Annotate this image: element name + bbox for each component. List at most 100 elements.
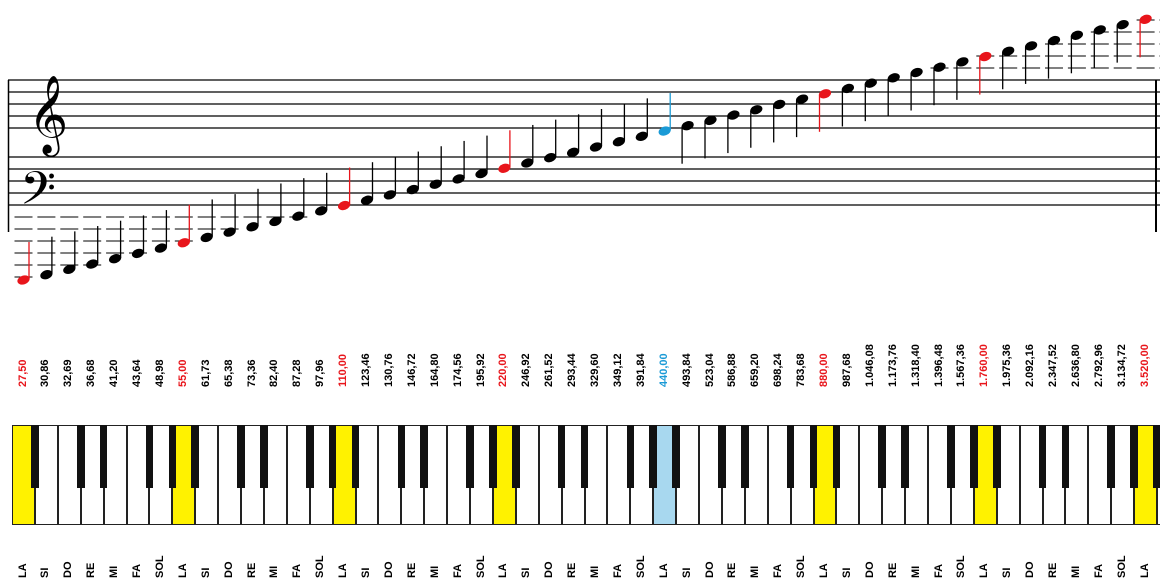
note-name-label: MI (589, 533, 603, 580)
note-name: RE (405, 562, 418, 578)
note-head (933, 62, 946, 72)
note-name: SI (840, 567, 853, 578)
frequency-value: 146,72 (405, 353, 418, 387)
note-name-label: SI (360, 533, 374, 580)
frequency-value: 87,28 (291, 359, 304, 387)
note-name: DO (543, 561, 556, 579)
frequency-label: 130,76 (383, 305, 397, 395)
frequency-value: 2.792,96 (1092, 344, 1105, 387)
frequency-value: 73,36 (245, 359, 258, 387)
note-name: LA (978, 563, 991, 578)
note-name: LA (657, 563, 670, 578)
frequency-label: 123,46 (360, 305, 374, 395)
black-key (397, 425, 406, 488)
frequency-value: 48,98 (153, 359, 166, 387)
black-key (31, 425, 39, 488)
frequency-value: 1.975,36 (1001, 344, 1014, 387)
note-head (566, 147, 580, 157)
note-name-label: FA (131, 533, 145, 580)
note-name: DO (62, 561, 75, 579)
black-key (786, 425, 795, 488)
frequency-label: 391,84 (635, 305, 649, 395)
note-name-label: MI (108, 533, 122, 580)
black-key (168, 425, 177, 488)
frequency-label: 2.092,16 (1024, 305, 1038, 395)
frequency-label: 1.173,76 (887, 305, 901, 395)
frequency-value: 164,80 (428, 353, 441, 387)
frequency-label: 1.760,00 (978, 305, 992, 395)
frequency-value: 30,86 (39, 359, 52, 387)
frequency-value: 493,84 (680, 353, 693, 387)
note-name-label: FA (291, 533, 305, 580)
note-name-label: FA (612, 533, 626, 580)
note-name: SI (1001, 567, 1014, 578)
frequency-label: 146,72 (406, 305, 420, 395)
note-name: SOL (153, 555, 166, 578)
black-key (809, 425, 818, 488)
note-name: LA (1138, 563, 1151, 578)
note-name-label: SI (1001, 533, 1015, 580)
note-name-label: FA (452, 533, 466, 580)
frequency-value: 3.520,00 (1138, 344, 1151, 387)
note-head (544, 152, 557, 163)
black-key (1107, 425, 1116, 488)
frequency-value: 82,40 (268, 359, 281, 387)
black-key (145, 425, 154, 488)
frequency-label: 164,80 (429, 305, 443, 395)
frequency-value: 65,38 (222, 359, 235, 387)
frequency-label: 1.046,08 (864, 305, 878, 395)
black-key (1130, 425, 1138, 488)
frequency-label: 1.567,36 (955, 305, 969, 395)
frequency-label: 82,40 (268, 305, 282, 395)
note-head (681, 121, 694, 131)
frequency-value: 1.046,08 (863, 344, 876, 387)
note-name: MI (108, 565, 121, 578)
frequency-value: 880,00 (818, 353, 830, 387)
note-head (63, 264, 76, 275)
note-head (612, 137, 626, 147)
note-name-label: SOL (1116, 533, 1130, 580)
frequency-value: 220,00 (497, 353, 510, 387)
frequency-value: 2.092,16 (1024, 344, 1037, 387)
note-name: SI (199, 567, 212, 578)
frequency-label: 2.347,52 (1047, 305, 1061, 395)
note-name: RE (566, 562, 579, 578)
note-head (704, 115, 717, 126)
note-name: LA (176, 563, 189, 578)
frequency-value: 659,20 (749, 353, 762, 387)
note-name-label: LA (1139, 533, 1153, 580)
note-name: SOL (955, 555, 968, 578)
note-name-label: DO (864, 533, 878, 580)
note-head (498, 163, 511, 173)
frequency-value: 32,69 (62, 359, 75, 387)
note-name-label: MI (1070, 533, 1084, 580)
note-head (337, 200, 351, 211)
frequency-value: 61,73 (199, 359, 212, 387)
note-name-label: LA (978, 533, 992, 580)
note-name-label: SI (39, 533, 53, 580)
note-name: RE (245, 562, 258, 578)
note-name-label: SOL (154, 533, 168, 580)
note-head (177, 238, 190, 248)
note-name-label: SI (520, 533, 534, 580)
frequency-value: 261,52 (543, 353, 556, 387)
note-name-label: SOL (795, 533, 809, 580)
frequency-label: 1.975,36 (1001, 305, 1015, 395)
note-head (269, 216, 282, 227)
black-key (351, 425, 360, 488)
frequency-label: 261,52 (543, 305, 557, 395)
note-name-label: MI (429, 533, 443, 580)
note-name-label: LA (818, 533, 832, 580)
black-key (672, 425, 680, 488)
frequency-label: 3.134,72 (1116, 305, 1130, 395)
black-key (718, 425, 726, 488)
frequency-value: 41,20 (108, 359, 121, 387)
black-key (901, 425, 909, 488)
note-head (383, 190, 397, 200)
note-name-label: RE (887, 533, 901, 580)
frequency-value: 123,46 (360, 353, 372, 387)
frequency-value: 586,88 (726, 353, 739, 387)
note-head (864, 78, 877, 88)
black-key (305, 425, 314, 488)
note-head (1116, 19, 1129, 30)
